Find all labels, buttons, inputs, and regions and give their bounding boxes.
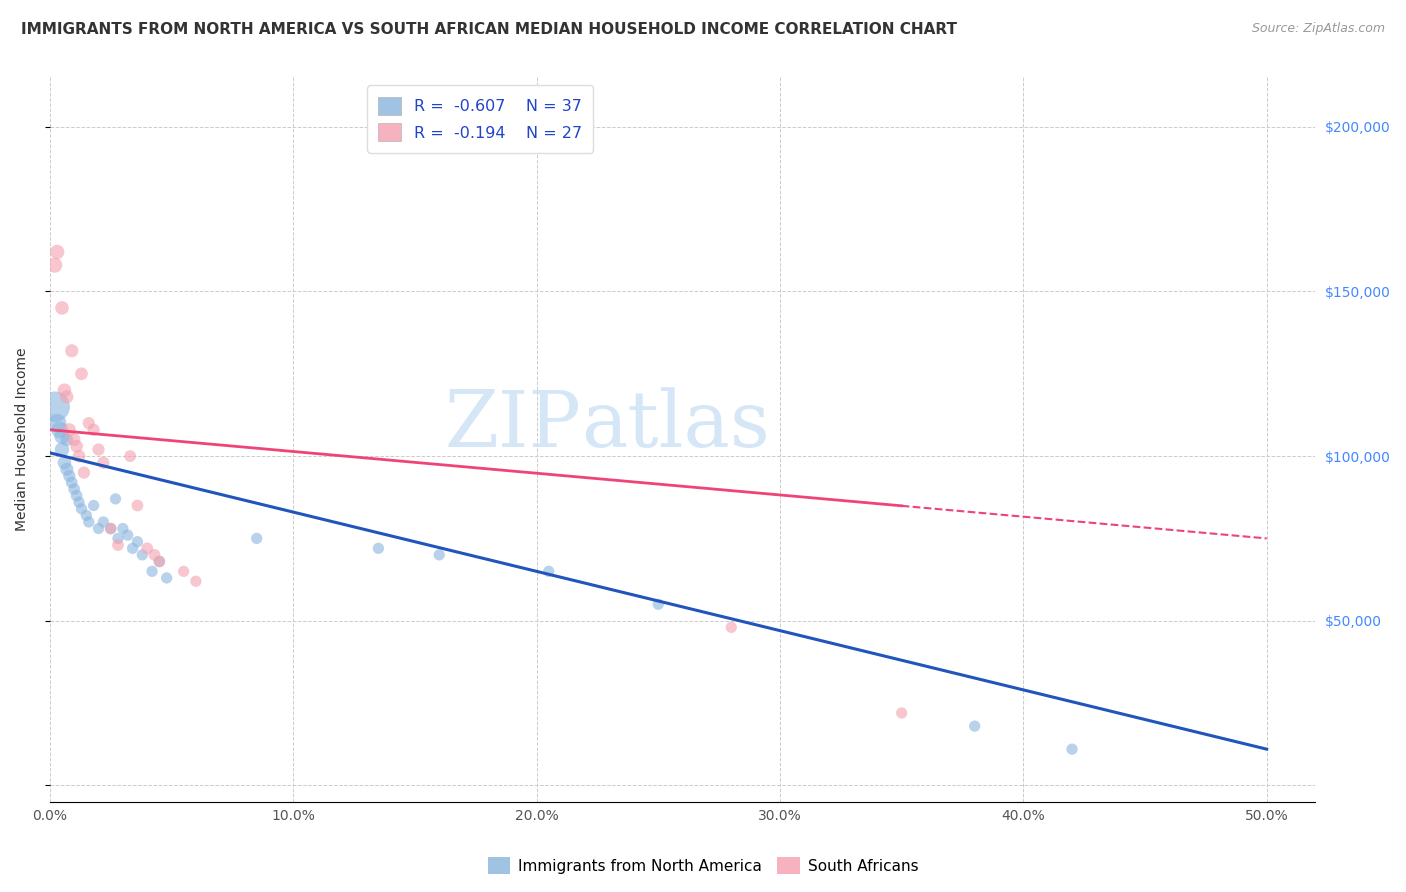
Point: [107, 532, 129, 546]
Text: atlas: atlas: [581, 387, 770, 463]
Point: [44, 400, 66, 414]
Point: [136, 541, 159, 556]
Point: [73, 466, 96, 480]
Point: [75, 508, 97, 523]
Point: [51, 442, 73, 457]
Point: [148, 554, 170, 568]
Legend: Immigrants from North America, South Africans: Immigrants from North America, South Afr…: [481, 851, 925, 880]
Point: [100, 522, 122, 536]
Point: [70, 367, 93, 381]
Point: [184, 574, 207, 589]
Point: [60, 343, 83, 358]
Point: [720, 620, 742, 634]
Legend: R =  -0.607    N = 37, R =  -0.194    N = 27: R = -0.607 N = 37, R = -0.194 N = 27: [367, 86, 593, 153]
Point: [367, 541, 389, 556]
Y-axis label: Median Household Income: Median Household Income: [15, 348, 30, 532]
Point: [58, 468, 80, 483]
Point: [141, 565, 163, 579]
Point: [83, 499, 105, 513]
Point: [67, 495, 90, 509]
Point: [111, 522, 134, 536]
Point: [53, 456, 76, 470]
Text: ZIP: ZIP: [444, 387, 581, 463]
Point: [107, 538, 129, 552]
Text: IMMIGRANTS FROM NORTH AMERICA VS SOUTH AFRICAN MEDIAN HOUSEHOLD INCOME CORRELATI: IMMIGRANTS FROM NORTH AMERICA VS SOUTH A…: [21, 22, 957, 37]
Point: [246, 532, 269, 546]
Point: [44, 258, 66, 272]
Point: [51, 429, 73, 443]
Point: [890, 706, 912, 720]
Point: [121, 541, 143, 556]
Point: [63, 482, 86, 496]
Point: [156, 571, 179, 585]
Point: [56, 390, 79, 404]
Point: [963, 719, 986, 733]
Point: [117, 528, 139, 542]
Point: [56, 462, 79, 476]
Point: [53, 383, 76, 397]
Point: [83, 423, 105, 437]
Point: [104, 491, 127, 506]
Point: [131, 548, 153, 562]
Point: [1060, 742, 1083, 756]
Point: [120, 449, 142, 463]
Point: [87, 442, 110, 457]
Point: [427, 548, 450, 562]
Point: [58, 423, 80, 437]
Point: [127, 534, 149, 549]
Point: [46, 416, 69, 430]
Point: [56, 433, 79, 447]
Point: [77, 416, 100, 430]
Point: [148, 554, 170, 568]
Point: [63, 433, 86, 447]
Point: [48, 423, 70, 437]
Text: Source: ZipAtlas.com: Source: ZipAtlas.com: [1251, 22, 1385, 36]
Point: [46, 244, 69, 259]
Point: [93, 515, 115, 529]
Point: [70, 501, 93, 516]
Point: [51, 301, 73, 315]
Point: [67, 449, 90, 463]
Point: [77, 515, 100, 529]
Point: [65, 489, 87, 503]
Point: [93, 456, 115, 470]
Point: [100, 522, 122, 536]
Point: [143, 548, 166, 562]
Point: [647, 597, 669, 611]
Point: [65, 439, 87, 453]
Point: [127, 499, 149, 513]
Point: [173, 565, 195, 579]
Point: [537, 565, 560, 579]
Point: [87, 522, 110, 536]
Point: [60, 475, 83, 490]
